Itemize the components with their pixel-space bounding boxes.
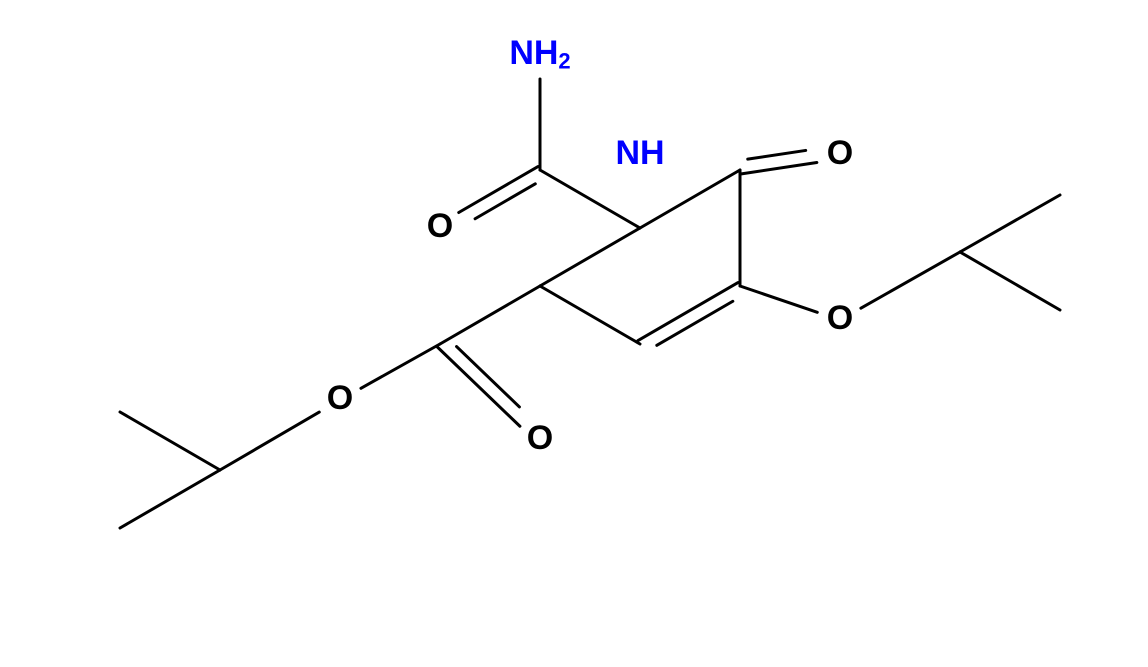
bond-line xyxy=(457,347,520,407)
bond-line xyxy=(638,283,738,341)
bond-line xyxy=(960,195,1060,252)
bond-line xyxy=(960,252,1060,310)
atom-label-O3: O xyxy=(827,299,853,337)
bond-line xyxy=(540,228,640,286)
atom-label-O4: O xyxy=(527,419,553,457)
bond-line xyxy=(361,344,440,388)
bond-line xyxy=(741,163,817,174)
atom-label-O1: O xyxy=(427,207,453,245)
bond-line xyxy=(861,252,960,308)
bond-line xyxy=(437,347,520,426)
bond-line xyxy=(120,470,220,528)
bond-line xyxy=(475,184,535,219)
bond-line xyxy=(540,170,640,228)
bond-line xyxy=(220,412,319,470)
bond-line xyxy=(440,286,540,344)
bond-line xyxy=(640,170,740,228)
molecule-diagram: NH2 NH O O O O O xyxy=(0,0,1148,667)
atom-label-N2: NH xyxy=(615,134,664,172)
atom-label-O2: O xyxy=(827,134,853,172)
bond-line xyxy=(120,412,220,470)
bond-line xyxy=(740,286,817,312)
bond-line xyxy=(540,286,640,344)
bond-line xyxy=(748,150,806,159)
atom-label-N1: NH2 xyxy=(509,34,570,73)
atom-label-O5: O xyxy=(327,379,353,417)
